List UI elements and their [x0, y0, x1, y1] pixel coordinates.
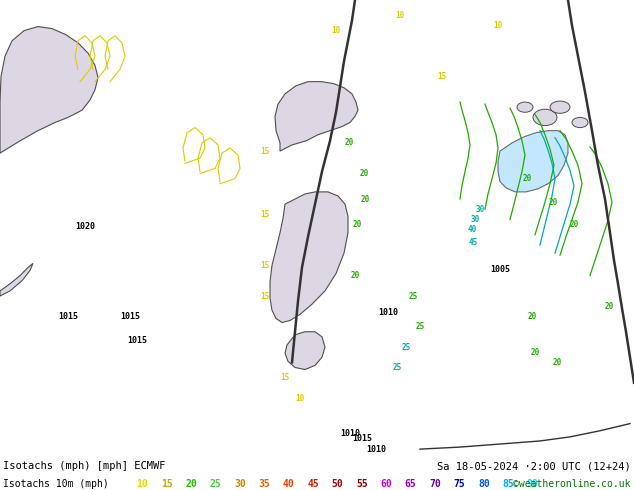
- Text: 50: 50: [332, 479, 344, 489]
- Text: 10: 10: [136, 479, 148, 489]
- Text: 45: 45: [469, 239, 477, 247]
- Text: 20: 20: [531, 348, 540, 357]
- Text: Sa 18-05-2024 ·2:00 UTC (12+24): Sa 18-05-2024 ·2:00 UTC (12+24): [437, 462, 631, 471]
- Text: 30: 30: [476, 205, 484, 214]
- Ellipse shape: [550, 101, 570, 113]
- Text: 15: 15: [261, 292, 269, 300]
- Text: 20: 20: [359, 169, 368, 178]
- Text: 20: 20: [522, 174, 532, 183]
- Text: 25: 25: [408, 292, 418, 300]
- Text: 15: 15: [261, 147, 269, 155]
- Text: 20: 20: [353, 220, 361, 229]
- Text: 60: 60: [380, 479, 392, 489]
- Text: 1010: 1010: [340, 429, 360, 439]
- Text: 1010: 1010: [378, 308, 398, 317]
- Text: 20: 20: [527, 312, 536, 321]
- Text: 30: 30: [234, 479, 246, 489]
- Text: 1020: 1020: [75, 222, 95, 231]
- Text: ©weatheronline.co.uk: ©weatheronline.co.uk: [514, 479, 631, 489]
- Text: 15: 15: [261, 210, 269, 219]
- Polygon shape: [498, 131, 568, 192]
- Text: Isotachs (mph) [mph] ECMWF: Isotachs (mph) [mph] ECMWF: [3, 462, 165, 471]
- Text: 15: 15: [437, 72, 446, 81]
- Polygon shape: [285, 332, 325, 369]
- Polygon shape: [275, 82, 358, 151]
- Text: 1015: 1015: [127, 337, 147, 345]
- Text: 15: 15: [261, 261, 269, 270]
- Text: 75: 75: [453, 479, 465, 489]
- Text: 1015: 1015: [120, 312, 140, 321]
- Text: 1015: 1015: [58, 312, 78, 321]
- Text: 70: 70: [429, 479, 441, 489]
- Text: 55: 55: [356, 479, 368, 489]
- Ellipse shape: [533, 109, 557, 125]
- Text: 1005: 1005: [490, 265, 510, 274]
- Text: Isotachs 10m (mph): Isotachs 10m (mph): [3, 479, 109, 489]
- Ellipse shape: [517, 102, 533, 112]
- Text: 40: 40: [467, 225, 477, 234]
- Text: 10: 10: [295, 393, 304, 403]
- Text: 20: 20: [604, 302, 614, 311]
- Text: 25: 25: [415, 322, 425, 331]
- Text: 10: 10: [493, 21, 503, 30]
- Polygon shape: [270, 192, 348, 322]
- Text: 25: 25: [392, 363, 401, 372]
- Text: 1015: 1015: [352, 435, 372, 443]
- Text: 20: 20: [351, 271, 359, 280]
- Text: 80: 80: [478, 479, 490, 489]
- Text: 25: 25: [209, 479, 221, 489]
- Text: 25: 25: [401, 343, 411, 351]
- Text: 1010: 1010: [366, 444, 386, 454]
- Text: 20: 20: [185, 479, 197, 489]
- Text: 90: 90: [527, 479, 539, 489]
- Text: 20: 20: [360, 195, 370, 203]
- Polygon shape: [0, 263, 33, 296]
- Text: 20: 20: [569, 220, 579, 229]
- Polygon shape: [0, 26, 98, 153]
- Text: 35: 35: [258, 479, 270, 489]
- Text: 15: 15: [280, 373, 290, 382]
- Text: 10: 10: [396, 11, 404, 20]
- Text: 15: 15: [161, 479, 172, 489]
- Text: 65: 65: [404, 479, 417, 489]
- Text: 20: 20: [552, 358, 562, 367]
- Text: 40: 40: [283, 479, 295, 489]
- Text: 20: 20: [344, 138, 354, 147]
- Text: 85: 85: [502, 479, 514, 489]
- Ellipse shape: [572, 118, 588, 127]
- Text: 20: 20: [548, 197, 558, 207]
- Text: 10: 10: [332, 26, 340, 35]
- Text: 45: 45: [307, 479, 319, 489]
- Text: 30: 30: [470, 215, 480, 224]
